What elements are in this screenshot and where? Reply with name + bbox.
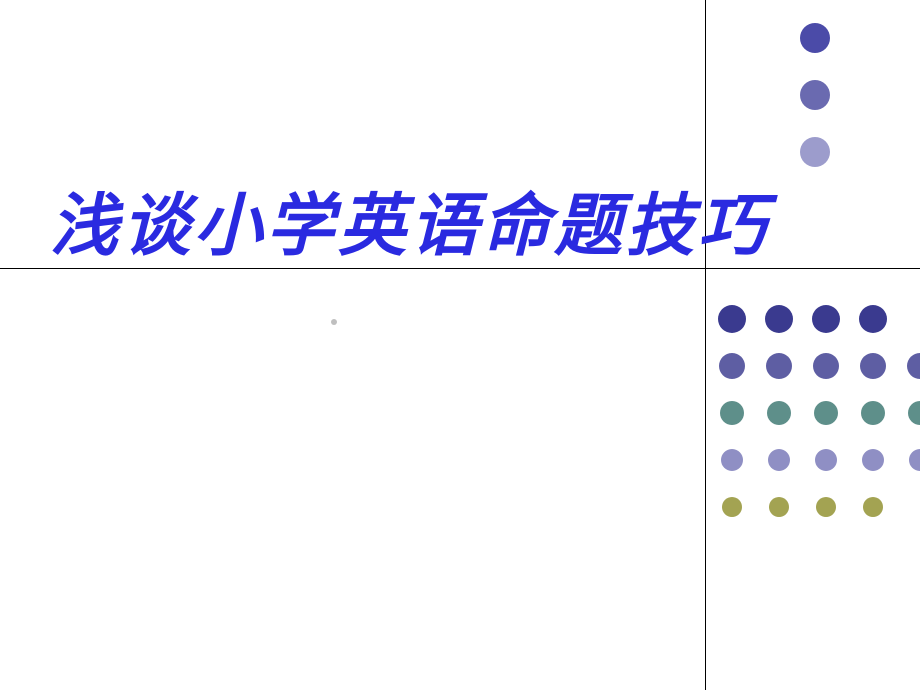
top-dot xyxy=(800,23,830,53)
top-dot xyxy=(800,137,830,167)
grid-dot xyxy=(718,305,746,333)
slide: 浅谈小学英语命题技巧 xyxy=(0,0,920,690)
grid-dot xyxy=(816,497,836,517)
grid-dot xyxy=(815,449,837,471)
grid-dot xyxy=(907,353,920,379)
grid-dot xyxy=(722,497,742,517)
grid-dot xyxy=(908,401,920,425)
grid-dot xyxy=(768,449,790,471)
grid-dot xyxy=(766,353,792,379)
grid-dot xyxy=(719,353,745,379)
grid-dot xyxy=(767,401,791,425)
grid-dot xyxy=(814,401,838,425)
grid-dot xyxy=(909,449,920,471)
grid-dot xyxy=(859,305,887,333)
grid-dot xyxy=(860,353,886,379)
grid-dot xyxy=(863,497,883,517)
grid-dot xyxy=(861,401,885,425)
grid-dot xyxy=(813,353,839,379)
grid-dot xyxy=(812,305,840,333)
top-dot xyxy=(800,80,830,110)
grid-dot xyxy=(862,449,884,471)
grid-dot xyxy=(765,305,793,333)
slide-title: 浅谈小学英语命题技巧 xyxy=(50,170,770,269)
grid-dot xyxy=(769,497,789,517)
grid-dot xyxy=(721,449,743,471)
vertical-rule xyxy=(705,0,706,690)
grid-dot xyxy=(720,401,744,425)
center-marker-dot xyxy=(331,319,337,325)
